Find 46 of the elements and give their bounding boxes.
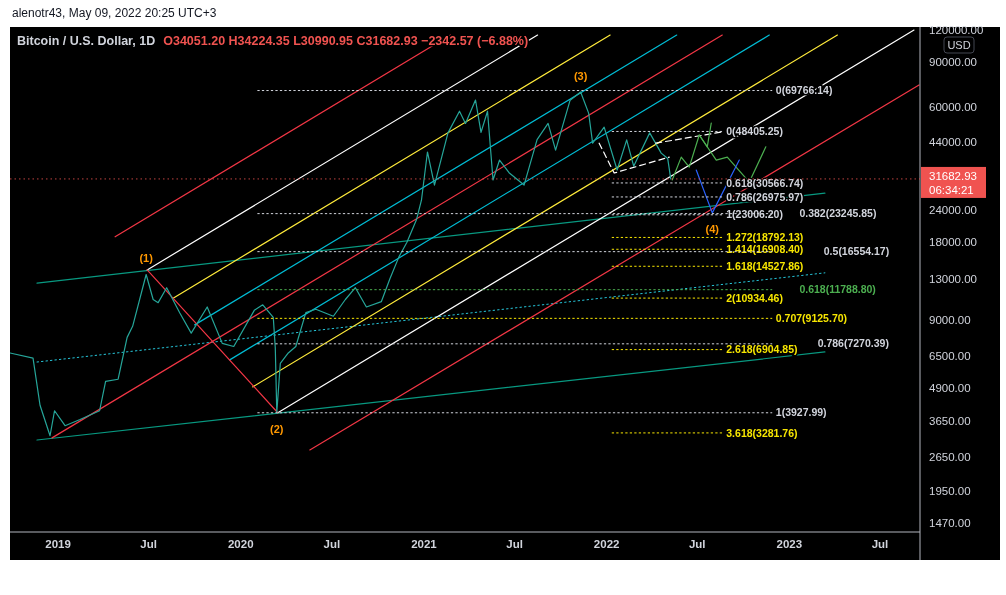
y-tick-label: 44000.00: [929, 136, 977, 149]
text: 0.5(16554.17): [823, 245, 890, 258]
annotation: (1): [139, 252, 154, 265]
y-tick-label: 6500.00: [929, 350, 971, 363]
x-tick-label: 2023: [776, 538, 803, 550]
x-tick-label: Jul: [140, 538, 157, 550]
x-tick-label: Jul: [323, 538, 341, 550]
x-tick-label: Jul: [506, 538, 523, 550]
text: 06:34:21: [929, 183, 974, 196]
y-tick-label: 1470.00: [929, 516, 971, 529]
y-tick-label: 1950.00: [929, 485, 971, 498]
series-label: 2.618(6904.85): [726, 343, 798, 356]
series-label: 1(3927.99): [775, 406, 827, 419]
y-tick-label: 18000.00: [929, 236, 977, 249]
text: 0.382(23245.85): [799, 207, 877, 220]
x-tick-label: Jul: [871, 538, 889, 550]
series-label: 2(10934.46): [726, 291, 783, 304]
y-tick-label: 3650.00: [929, 415, 971, 428]
text: 0.618(11788.80): [799, 283, 876, 296]
x-tick-label: 2019: [45, 538, 71, 550]
annotation: (2): [270, 422, 284, 435]
y-tick-label: 4900.00: [929, 382, 971, 395]
series-label: 1.272(18792.13): [726, 231, 804, 244]
y-tick-label: 90000.00: [929, 56, 977, 69]
text: alenotr43, May 09, 2022 20:25 UTC+3: [12, 6, 217, 20]
y-tick-label: 13000.00: [929, 272, 977, 285]
y-tick-label: 9000.00: [929, 313, 971, 326]
annotation: (4): [705, 222, 720, 235]
y-tick-label: 120000.00: [929, 23, 984, 36]
x-tick-label: Jul: [688, 538, 706, 550]
ref-line-label: 31682.93: [929, 169, 977, 182]
y-tick-label: 60000.00: [929, 101, 977, 114]
series-label: 1.414(16908.40): [726, 242, 804, 255]
annotation: (3): [573, 69, 588, 82]
series-label: 1(23006.20): [726, 208, 783, 221]
x-tick-label: 2022: [593, 538, 620, 550]
series-label: 0.707(9125.70): [775, 312, 848, 325]
y-tick-label: 2650.00: [929, 450, 971, 463]
y-tick-label: 24000.00: [929, 204, 977, 217]
series-label: 1.618(14527.86): [726, 259, 804, 272]
y-axis-title: USD: [947, 38, 971, 51]
text: 0.786(7270.39): [817, 337, 889, 350]
text: Bitcoin / U.S. Dollar, 1D: [17, 34, 156, 48]
series-label: 3.618(3281.76): [726, 426, 798, 439]
x-tick-label: 2021: [411, 538, 438, 550]
x-tick-label: 2020: [227, 538, 254, 550]
